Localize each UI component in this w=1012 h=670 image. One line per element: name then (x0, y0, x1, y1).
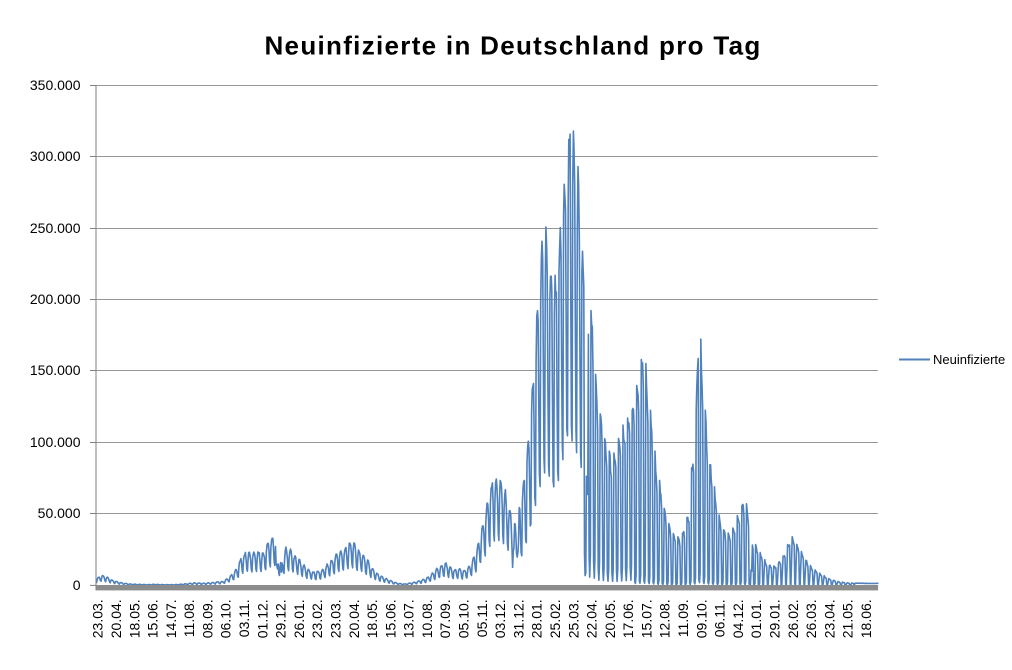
svg-text:06.10.: 06.10. (218, 599, 234, 638)
svg-text:13.07.: 13.07. (401, 599, 417, 638)
svg-text:Neuinfizierte in Deutschland p: Neuinfizierte in Deutschland pro Tag (264, 31, 761, 61)
svg-text:08.09.: 08.09. (199, 599, 215, 638)
svg-text:28.01.: 28.01. (529, 599, 545, 638)
svg-text:18.05.: 18.05. (126, 599, 142, 638)
svg-text:25.03.: 25.03. (565, 599, 581, 638)
svg-text:29.01.: 29.01. (767, 599, 783, 638)
svg-text:26.01.: 26.01. (291, 599, 307, 638)
svg-text:05.10.: 05.10. (456, 599, 472, 638)
svg-text:17.06.: 17.06. (620, 599, 636, 638)
svg-text:26.03.: 26.03. (803, 599, 819, 638)
svg-text:03.11.: 03.11. (236, 599, 252, 637)
svg-text:26.02.: 26.02. (785, 599, 801, 638)
svg-text:04.12.: 04.12. (730, 599, 746, 638)
svg-text:11.08.: 11.08. (181, 599, 197, 637)
svg-text:14.07.: 14.07. (163, 599, 179, 638)
svg-text:350.000: 350.000 (30, 77, 81, 93)
svg-text:03.12.: 03.12. (492, 599, 508, 638)
svg-text:15.07.: 15.07. (638, 599, 654, 638)
svg-text:22.04.: 22.04. (584, 599, 600, 638)
svg-text:29.12.: 29.12. (273, 599, 289, 638)
svg-text:31.12.: 31.12. (510, 599, 526, 638)
svg-text:01.12.: 01.12. (254, 599, 270, 638)
svg-text:12.08.: 12.08. (657, 599, 673, 638)
svg-text:20.05.: 20.05. (602, 599, 618, 638)
svg-text:06.11.: 06.11. (712, 599, 728, 637)
svg-text:01.01.: 01.01. (748, 599, 764, 638)
svg-text:250.000: 250.000 (30, 220, 81, 236)
svg-text:20.04.: 20.04. (108, 599, 124, 638)
svg-text:23.03.: 23.03. (328, 599, 344, 638)
svg-text:200.000: 200.000 (30, 291, 81, 307)
svg-text:09.10.: 09.10. (693, 599, 709, 638)
svg-text:11.09.: 11.09. (675, 599, 691, 637)
svg-text:20.04.: 20.04. (346, 599, 362, 638)
svg-text:15.06.: 15.06. (382, 599, 398, 638)
svg-text:50.000: 50.000 (38, 505, 81, 521)
svg-text:07.09.: 07.09. (437, 599, 453, 638)
svg-text:25.02.: 25.02. (547, 599, 563, 638)
svg-text:23.03.: 23.03. (90, 599, 106, 638)
svg-text:300.000: 300.000 (30, 148, 81, 164)
svg-text:15.06.: 15.06. (145, 599, 161, 638)
svg-text:10.08.: 10.08. (419, 599, 435, 638)
svg-text:23.02.: 23.02. (309, 599, 325, 638)
svg-text:150.000: 150.000 (30, 362, 81, 378)
svg-text:100.000: 100.000 (30, 434, 81, 450)
svg-text:18.06.: 18.06. (858, 599, 874, 638)
svg-text:0: 0 (73, 577, 81, 593)
svg-text:05.11.: 05.11. (474, 599, 490, 637)
svg-text:18.05.: 18.05. (364, 599, 380, 638)
svg-text:Neuinfizierte: Neuinfizierte (933, 352, 1005, 367)
svg-text:23.04.: 23.04. (821, 599, 837, 638)
svg-text:21.05.: 21.05. (840, 599, 856, 638)
